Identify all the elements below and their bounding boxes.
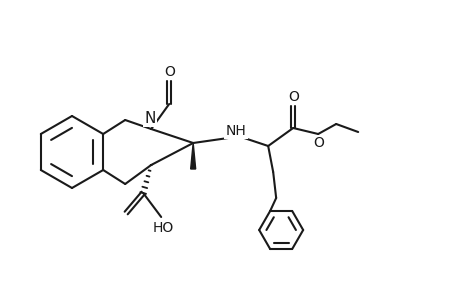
- Polygon shape: [190, 143, 195, 169]
- Text: O: O: [313, 136, 324, 150]
- Text: O: O: [288, 90, 299, 104]
- Text: N: N: [144, 110, 156, 125]
- Text: O: O: [164, 65, 175, 79]
- Text: HO: HO: [152, 221, 174, 235]
- Text: NH: NH: [225, 124, 246, 138]
